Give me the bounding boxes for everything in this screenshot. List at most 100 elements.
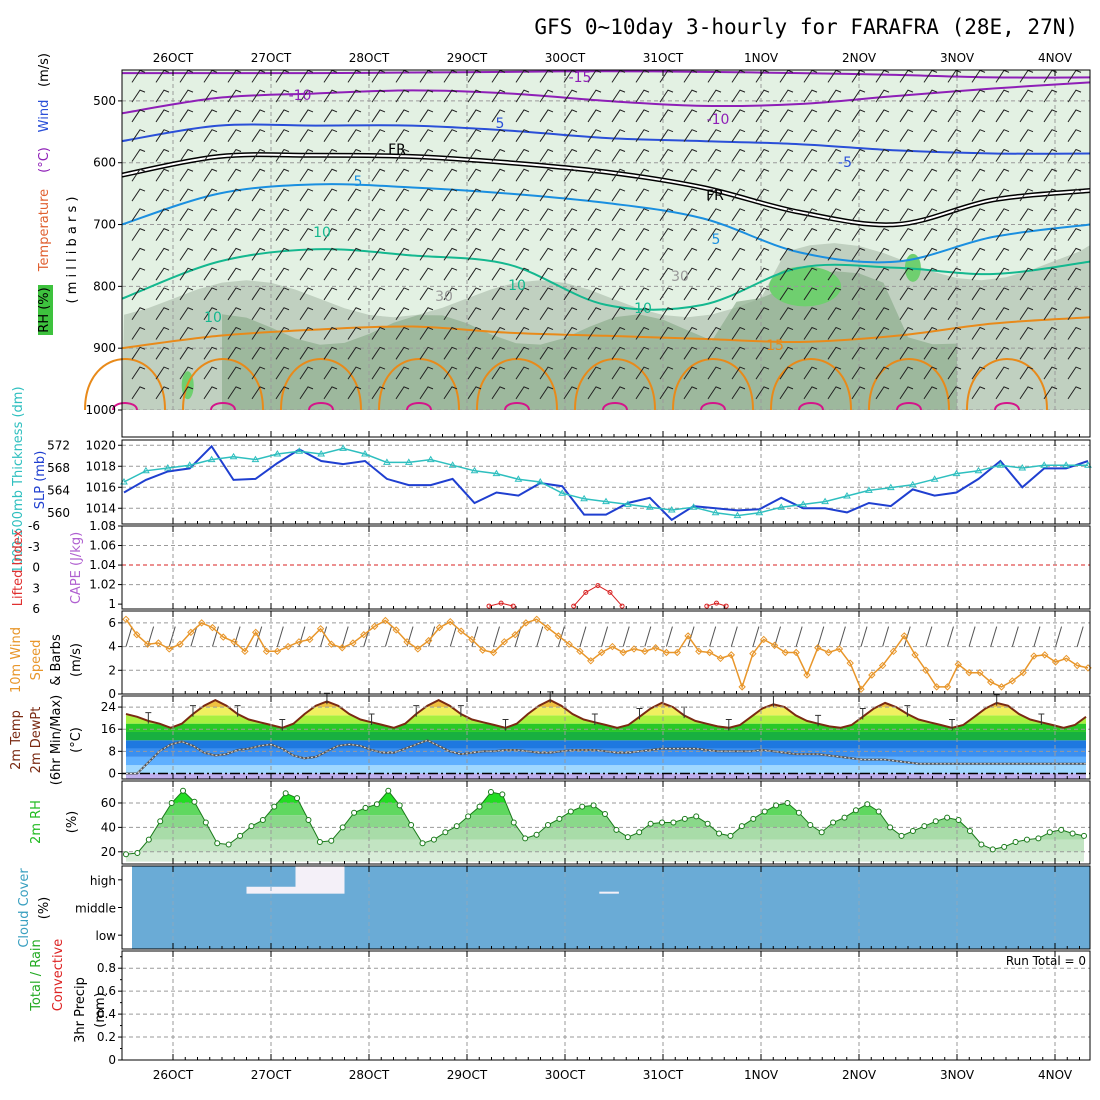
wind-speed-marker	[273, 647, 282, 656]
wind-barb	[851, 129, 866, 142]
rh-marker	[259, 817, 266, 824]
wind-barb	[995, 307, 1010, 321]
wind-barb	[971, 307, 986, 321]
isotherm-warm-loop	[602, 402, 628, 411]
wind-barb	[803, 267, 818, 281]
rh-marker	[1001, 843, 1008, 850]
wind-barb	[539, 307, 554, 321]
thickness-marker	[383, 458, 391, 465]
slp-frame	[121, 439, 1091, 525]
isotherm-warm-loop	[994, 402, 1020, 411]
wind-barb	[203, 287, 218, 301]
wind-barb	[395, 267, 410, 281]
thickness-marker	[185, 461, 194, 468]
wind-barb	[851, 247, 866, 261]
wind-barb	[371, 346, 386, 360]
wind-barb	[683, 168, 698, 182]
wind-barb	[779, 168, 794, 182]
wind-barb	[443, 168, 458, 182]
wind-barb	[1067, 307, 1082, 321]
wind-speed-marker	[316, 625, 325, 633]
wind-barb	[827, 168, 842, 182]
wind-barb	[587, 109, 602, 123]
wind-barb	[995, 208, 1010, 222]
wind-barb	[995, 228, 1010, 241]
isotherm-warm-loop	[406, 402, 432, 411]
slp-label: SLP (mb)	[33, 451, 48, 510]
rh-marker	[351, 809, 358, 816]
wind-barb	[683, 247, 698, 261]
wind-barb	[707, 287, 722, 301]
wind-barb	[995, 267, 1010, 281]
isotherm-line	[121, 81, 1091, 115]
wind-barb	[971, 346, 986, 360]
wind-barb	[251, 168, 266, 182]
wind-barb	[803, 129, 818, 142]
wind-barb	[227, 247, 242, 261]
wind-barb	[731, 346, 746, 360]
wind-speed-marker	[338, 644, 346, 652]
wind-barb	[827, 109, 842, 123]
wind-barb	[827, 208, 842, 222]
wind-barb-10m	[384, 626, 392, 647]
wind-barb	[467, 188, 482, 202]
wind-barb	[587, 148, 602, 162]
isotherm-line	[121, 316, 1091, 350]
isotherm-surface-loop	[672, 358, 754, 411]
temperature-label: Temperature	[37, 189, 52, 272]
wind-barb	[131, 326, 146, 340]
wind-barb	[875, 148, 890, 162]
isotherm-surface-loop	[574, 358, 656, 411]
wind-barb	[947, 267, 962, 281]
wind-barb	[467, 129, 482, 142]
wind-speed-marker	[803, 671, 811, 679]
wind-barb	[1043, 109, 1058, 123]
pressure-tick-label: 500	[93, 94, 116, 108]
wind-barb	[755, 188, 770, 202]
wind-barb	[299, 109, 314, 123]
isotherm-warm-loop	[700, 402, 726, 411]
wind-barb	[131, 247, 146, 261]
wind-barb	[707, 208, 722, 222]
rh-marker	[590, 802, 597, 809]
wind-barb	[491, 188, 506, 202]
wind-barb	[923, 247, 938, 261]
wind-barb	[755, 109, 770, 123]
wind-barb	[347, 287, 362, 301]
wind-barb	[611, 366, 626, 380]
wind-barb	[563, 287, 578, 301]
contour-label: 10	[508, 278, 526, 294]
wind-barb	[803, 228, 818, 241]
wind-speed-marker	[965, 668, 973, 677]
thickness-marker	[1062, 461, 1070, 468]
rh-marker	[556, 815, 563, 822]
wind-barb	[275, 89, 290, 103]
wind-barb	[707, 386, 722, 400]
wind-barb	[683, 89, 698, 103]
wind-barb	[419, 287, 434, 301]
wind-speed-marker	[727, 651, 736, 659]
wind-speed-marker	[295, 638, 303, 646]
li-tick-label: 6	[32, 602, 40, 616]
wind-barb	[875, 129, 890, 142]
wind-barb	[923, 228, 938, 241]
rh-marker	[1035, 835, 1042, 842]
wind-barb	[755, 247, 770, 261]
wind-barb	[635, 228, 650, 241]
wind-barb	[395, 346, 410, 360]
wind-barb	[203, 386, 218, 400]
rh-marker	[716, 830, 723, 837]
wind-barb	[155, 267, 170, 281]
rh-band	[126, 851, 1084, 862]
thickness-marker	[426, 455, 435, 463]
wind-tick-label: 2	[108, 663, 116, 677]
rh-marker	[1058, 826, 1065, 833]
wind-barb	[731, 129, 746, 142]
wind-barb	[539, 148, 554, 162]
wind-barb	[299, 208, 314, 222]
wind-barb	[1043, 287, 1058, 301]
wind-barb	[875, 247, 890, 261]
wind-barb	[587, 247, 602, 261]
isotherm-freezing-inner	[121, 153, 1091, 226]
wind-barb	[635, 386, 650, 400]
